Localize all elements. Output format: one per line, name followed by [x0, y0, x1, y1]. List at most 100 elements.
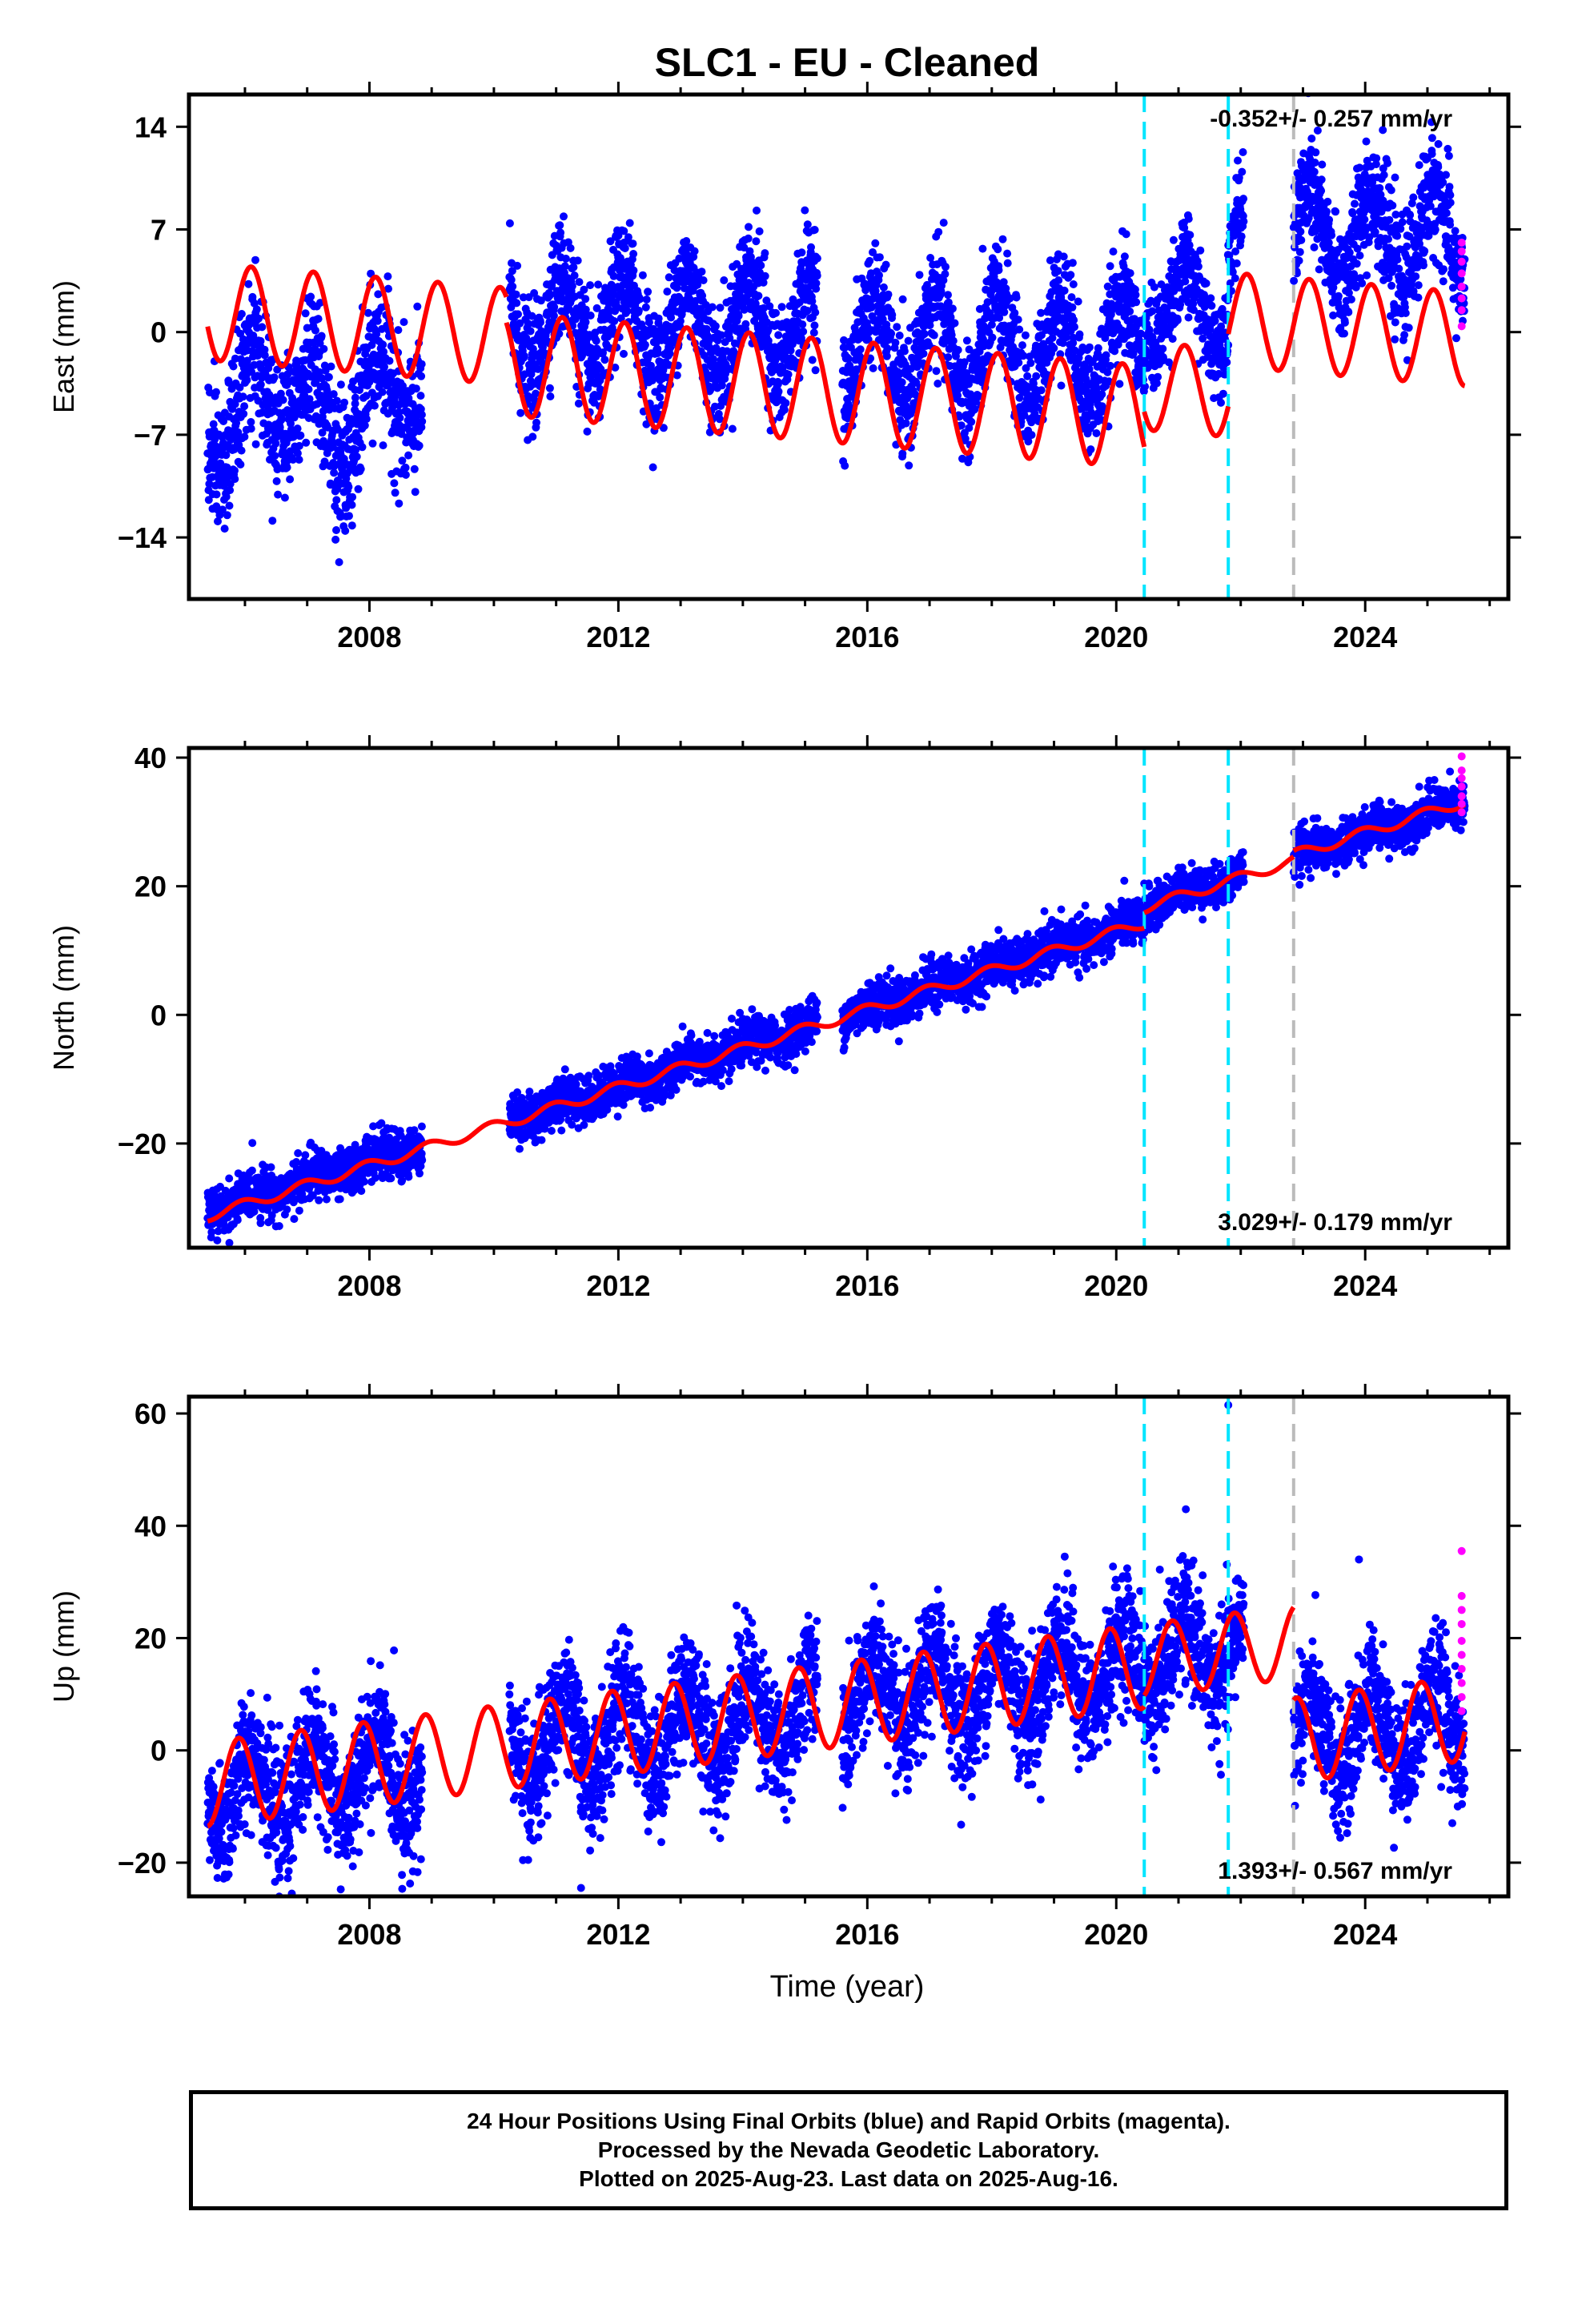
data-point — [1037, 386, 1046, 395]
data-point — [869, 364, 877, 372]
data-point — [416, 392, 425, 400]
data-point — [520, 352, 528, 360]
data-point — [1315, 265, 1323, 274]
data-point — [305, 395, 314, 404]
data-point — [356, 464, 365, 473]
data-point — [871, 239, 880, 247]
data-point — [391, 489, 400, 497]
data-point — [1067, 293, 1076, 302]
data-point — [803, 220, 812, 229]
velocity-label: -0.352+/- 0.257 mm/yr — [1210, 106, 1452, 132]
data-point — [351, 400, 359, 408]
data-point — [379, 340, 387, 349]
data-point — [545, 384, 554, 392]
data-point — [355, 386, 363, 395]
data-point — [592, 304, 601, 312]
data-point — [1169, 235, 1178, 244]
data-point — [1173, 316, 1182, 324]
data-point — [1066, 271, 1075, 279]
data-point — [384, 284, 392, 293]
data-point — [1115, 380, 1124, 388]
data-point — [347, 521, 356, 530]
data-point — [385, 356, 394, 365]
data-point — [1003, 259, 1012, 267]
data-point — [954, 346, 962, 354]
data-point — [1059, 252, 1068, 261]
data-point — [1158, 344, 1167, 353]
data-point — [330, 468, 339, 477]
data-point — [516, 408, 525, 417]
data-point — [798, 320, 807, 329]
data-point — [661, 328, 670, 337]
data-point — [1000, 308, 1009, 316]
data-point — [944, 291, 952, 300]
y-tick-label: −7 — [134, 419, 167, 452]
data-point — [1352, 259, 1361, 268]
data-point — [1021, 331, 1030, 340]
y-tick-label: −14 — [118, 521, 167, 554]
data-point — [283, 463, 291, 472]
data-point — [205, 480, 214, 489]
data-point — [1446, 220, 1455, 229]
data-point — [1207, 301, 1216, 310]
x-tick-label: 2008 — [337, 621, 401, 653]
data-point — [809, 328, 818, 337]
data-point — [1340, 329, 1348, 338]
data-point — [351, 445, 360, 454]
data-point — [691, 296, 700, 305]
data-point — [1347, 295, 1355, 304]
data-point — [1131, 291, 1140, 300]
data-point — [570, 271, 579, 279]
data-point — [1360, 215, 1369, 224]
data-point — [1003, 249, 1012, 258]
data-point — [1126, 269, 1134, 278]
data-point — [716, 304, 725, 312]
data-point — [939, 219, 948, 227]
data-point — [777, 303, 786, 312]
data-point — [239, 392, 247, 401]
data-point — [1310, 167, 1319, 176]
data-point — [741, 320, 750, 328]
data-point — [248, 1139, 257, 1148]
data-point — [799, 328, 808, 336]
data-point — [988, 333, 997, 342]
data-point — [1325, 215, 1334, 224]
data-point — [1358, 279, 1367, 287]
data-point — [223, 511, 231, 520]
data-point — [1446, 191, 1455, 199]
data-point — [329, 390, 338, 399]
data-point — [659, 424, 668, 432]
data-point — [744, 234, 753, 243]
data-point — [673, 371, 681, 380]
data-point — [1154, 372, 1162, 381]
data-point — [234, 428, 243, 436]
data-point — [1396, 224, 1405, 233]
data-point — [331, 535, 340, 544]
data-point — [1372, 154, 1381, 163]
data-point — [1363, 271, 1371, 279]
data-point — [807, 243, 815, 251]
y-tick-label: 14 — [135, 111, 167, 143]
data-point — [413, 302, 422, 311]
data-point — [311, 376, 320, 385]
data-point — [930, 331, 938, 340]
data-point — [682, 237, 691, 245]
data-point — [258, 323, 267, 332]
data-point — [761, 271, 769, 280]
data-point — [400, 318, 408, 327]
data-point — [580, 285, 588, 294]
data-point — [1014, 316, 1022, 324]
data-point — [1018, 341, 1026, 350]
data-point — [932, 367, 941, 376]
data-point — [1398, 218, 1407, 227]
data-point — [336, 380, 345, 389]
data-point — [1070, 316, 1078, 324]
data-point — [1351, 199, 1359, 208]
data-point — [296, 431, 305, 440]
data-point — [610, 317, 619, 325]
data-point — [754, 292, 763, 300]
data-point — [642, 296, 651, 304]
data-point — [596, 365, 605, 373]
data-point — [663, 287, 672, 296]
data-point — [888, 311, 897, 320]
